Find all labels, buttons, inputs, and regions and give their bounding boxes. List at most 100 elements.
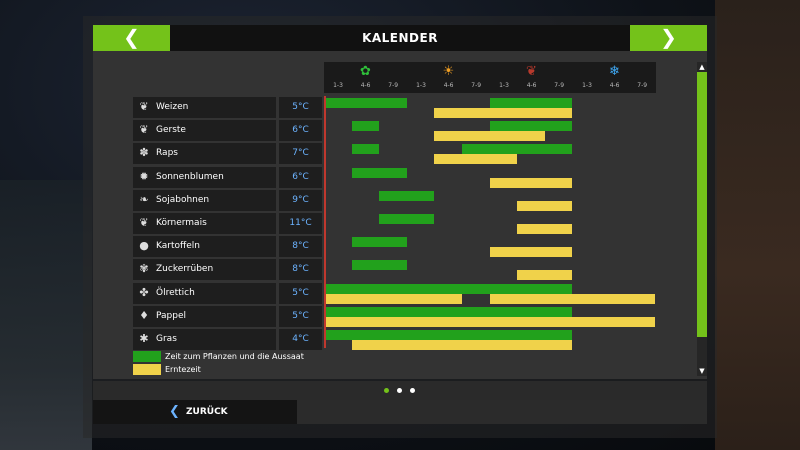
planting-bar xyxy=(379,190,435,201)
season-tick-label: 4-6 xyxy=(609,82,620,89)
crop-name: Zuckerrüben xyxy=(156,264,214,275)
crop-temperature: 8°C xyxy=(279,236,322,258)
crop-name-cell: ❦ Gerste xyxy=(133,120,276,142)
harvest-bar xyxy=(324,293,462,304)
crop-name: Gerste xyxy=(156,125,186,136)
planting-bar xyxy=(351,260,407,271)
crop-name-cell: ♦ Pappel xyxy=(133,305,276,327)
planting-bar xyxy=(324,306,573,317)
harvest-bar xyxy=(434,154,518,165)
harvest-bar xyxy=(489,247,573,258)
prev-page-button[interactable]: ❮ xyxy=(93,25,170,51)
scroll-thumb[interactable] xyxy=(697,72,707,337)
crop-name-cell: ❧ Sojabohnen xyxy=(133,189,276,211)
wheat-icon: ❦ xyxy=(139,100,149,113)
planting-bar xyxy=(351,167,407,178)
page-dot[interactable] xyxy=(410,388,415,393)
harvest-bar xyxy=(489,131,545,142)
legend-plant-label: Zeit zum Pflanzen und die Aussaat xyxy=(165,352,304,361)
oilradish-icon: ✤ xyxy=(139,285,149,299)
crop-name: Raps xyxy=(156,148,178,159)
chevron-right-icon: ❯ xyxy=(660,25,677,49)
back-button[interactable]: ❮ ZURÜCK xyxy=(93,400,297,424)
crop-temperature: 11°C xyxy=(279,213,322,234)
crop-name: Weizen xyxy=(156,102,189,112)
poplar-icon: ♦ xyxy=(139,308,149,322)
scrollbar[interactable]: ▲ ▼ xyxy=(697,62,707,376)
crop-name: Sonnenblumen xyxy=(156,171,224,182)
page-title: KALENDER xyxy=(362,31,438,45)
season-header: ✿ 1-3 4-6 7-9 ☀ 1-3 4-6 7-9 ❦ 1-3 4-6 7-9 ❄ 1-3 4-6 7-9 xyxy=(324,62,656,93)
next-page-button[interactable]: ❯ xyxy=(630,25,707,51)
page-dot[interactable] xyxy=(384,388,389,393)
crop-temperature: 5°C xyxy=(279,305,322,327)
crop-name: Pappel xyxy=(156,310,187,321)
harvest-bar xyxy=(324,316,656,327)
season-tick-label: 4-6 xyxy=(526,82,537,89)
crop-name: Körnermais xyxy=(156,218,207,228)
season-tick-label: 1-3 xyxy=(499,82,509,89)
harvest-bar xyxy=(351,340,573,350)
harvest-bar xyxy=(517,224,573,234)
planting-bar xyxy=(324,330,573,340)
planting-bar xyxy=(324,283,573,294)
season-tick-label: 7-9 xyxy=(554,82,565,89)
crop-name-cell: ✾ Zuckerrüben xyxy=(133,259,276,281)
sunflower-icon: ✹ xyxy=(139,169,149,183)
legend-harvest-swatch xyxy=(133,364,161,375)
planting-bar xyxy=(379,214,435,224)
planting-bar xyxy=(462,144,573,155)
page-dot[interactable] xyxy=(397,388,402,393)
crop-name-cell: ✽ Raps xyxy=(133,143,276,165)
season-tick-label: 7-9 xyxy=(388,82,399,89)
planting-bar xyxy=(351,144,380,155)
crop-temperature: 7°C xyxy=(279,143,322,165)
crop-name-cell: ❦ Körnermais xyxy=(133,213,276,234)
legend-plant-swatch xyxy=(133,351,161,362)
harvest-bar xyxy=(517,108,573,118)
crop-name-cell: ❦ Weizen xyxy=(133,97,276,118)
planting-bar xyxy=(489,121,573,132)
harvest-bar xyxy=(434,108,518,118)
harvest-bar xyxy=(489,293,656,304)
flower-icon: ✿ xyxy=(360,64,371,79)
planting-bar xyxy=(489,98,573,108)
legend-harvest-label: Erntezeit xyxy=(165,365,201,374)
crop-name: Sojabohnen xyxy=(156,194,210,205)
crop-name-cell: ✤ Ölrettich xyxy=(133,282,276,304)
scroll-down-icon[interactable]: ▼ xyxy=(699,367,705,375)
harvest-bar xyxy=(517,270,573,281)
snowflake-icon: ❄ xyxy=(609,64,620,79)
scroll-up-icon[interactable]: ▲ xyxy=(699,63,705,71)
crop-name-cell: ✱ Gras xyxy=(133,329,276,350)
current-date-line xyxy=(324,96,326,348)
crop-temperature: 9°C xyxy=(279,189,322,211)
crop-temperature: 6°C xyxy=(279,166,322,188)
season-tick-label: 1-3 xyxy=(333,82,343,89)
planting-bar xyxy=(351,121,380,132)
season-tick-label: 7-9 xyxy=(471,82,482,89)
season-tick-label: 4-6 xyxy=(360,82,371,89)
potato-icon: ● xyxy=(139,239,149,253)
sun-icon: ☀ xyxy=(442,64,455,79)
barley-icon: ❦ xyxy=(139,123,149,137)
crop-temperature: 8°C xyxy=(279,259,322,281)
crop-name: Kartoffeln xyxy=(156,241,200,252)
crop-temperature: 5°C xyxy=(279,282,322,304)
sugarbeet-icon: ✾ xyxy=(139,262,149,276)
chevron-left-icon: ❮ xyxy=(169,404,180,419)
crop-name-cell: ● Kartoffeln xyxy=(133,236,276,258)
back-button-label: ZURÜCK xyxy=(186,407,228,417)
corn-icon: ❦ xyxy=(139,216,149,229)
leaf-icon: ❦ xyxy=(526,64,537,79)
season-tick-label: 7-9 xyxy=(637,82,648,89)
season-tick-label: 1-3 xyxy=(416,82,426,89)
soybean-icon: ❧ xyxy=(139,192,149,206)
harvest-bar xyxy=(517,200,573,211)
crop-name: Ölrettich xyxy=(156,287,195,298)
planting-bar xyxy=(324,98,407,108)
season-tick-label: 4-6 xyxy=(443,82,454,89)
background-snow xyxy=(0,180,92,450)
season-tick-label: 1-3 xyxy=(582,82,592,89)
crop-name: Gras xyxy=(156,334,177,344)
